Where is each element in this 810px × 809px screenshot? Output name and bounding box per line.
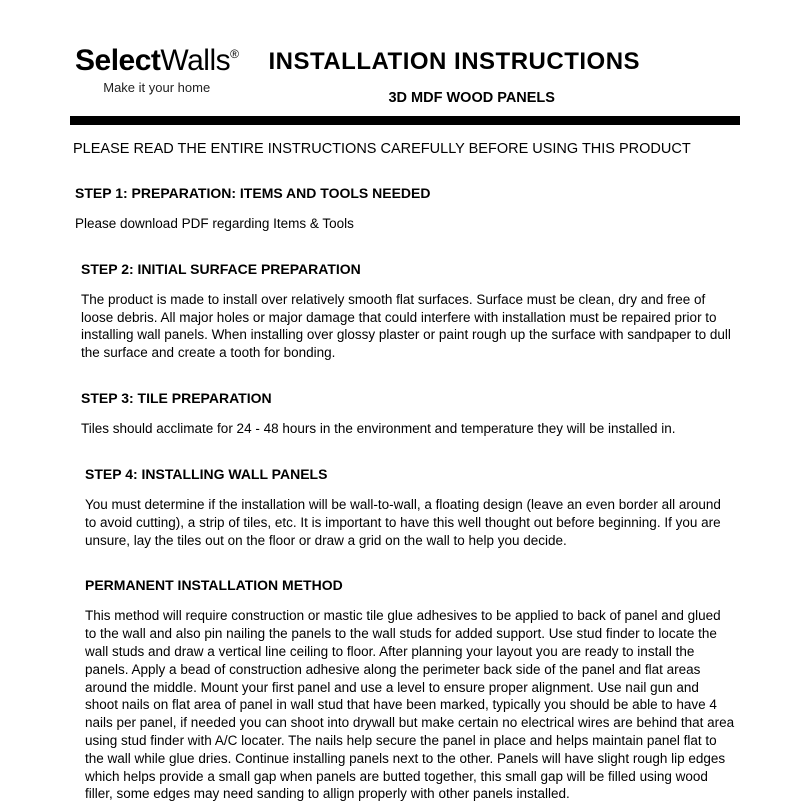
intro-warning: PLEASE READ THE ENTIRE INSTRUCTIONS CARE… (73, 141, 735, 157)
permanent-method-p1: This method will require construction or… (85, 607, 735, 803)
registered-mark: ® (230, 47, 238, 61)
step-3-heading: STEP 3: TILE PREPARATION (81, 390, 735, 406)
step-1-body: Please download PDF regarding Items & To… (75, 215, 735, 233)
brand-logo: SelectWalls® (75, 46, 238, 76)
step-1-heading: STEP 1: PREPARATION: ITEMS AND TOOLS NEE… (75, 185, 735, 201)
step-4-heading: STEP 4: INSTALLING WALL PANELS (85, 466, 735, 482)
step-3-body: Tiles should acclimate for 24 - 48 hours… (81, 420, 735, 438)
permanent-method-heading: PERMANENT INSTALLATION METHOD (85, 577, 735, 593)
document-title: INSTALLATION INSTRUCTIONS (268, 48, 735, 76)
step-2-heading: STEP 2: INITIAL SURFACE PREPARATION (81, 261, 735, 277)
document-subtitle: 3D MDF WOOD PANELS (268, 90, 735, 106)
title-block: INSTALLATION INSTRUCTIONS 3D MDF WOOD PA… (268, 40, 735, 106)
brand-suffix: Walls (160, 44, 230, 77)
brand-tagline: Make it your home (103, 80, 210, 95)
document-page: SelectWalls® Make it your home INSTALLAT… (0, 0, 810, 809)
brand-prefix: Select (75, 44, 160, 77)
logo-block: SelectWalls® Make it your home (75, 40, 238, 95)
step-4-body: You must determine if the installation w… (85, 496, 735, 549)
header-row: SelectWalls® Make it your home INSTALLAT… (75, 40, 735, 106)
divider-rule (70, 116, 740, 125)
step-2-body: The product is made to install over rela… (81, 291, 735, 362)
